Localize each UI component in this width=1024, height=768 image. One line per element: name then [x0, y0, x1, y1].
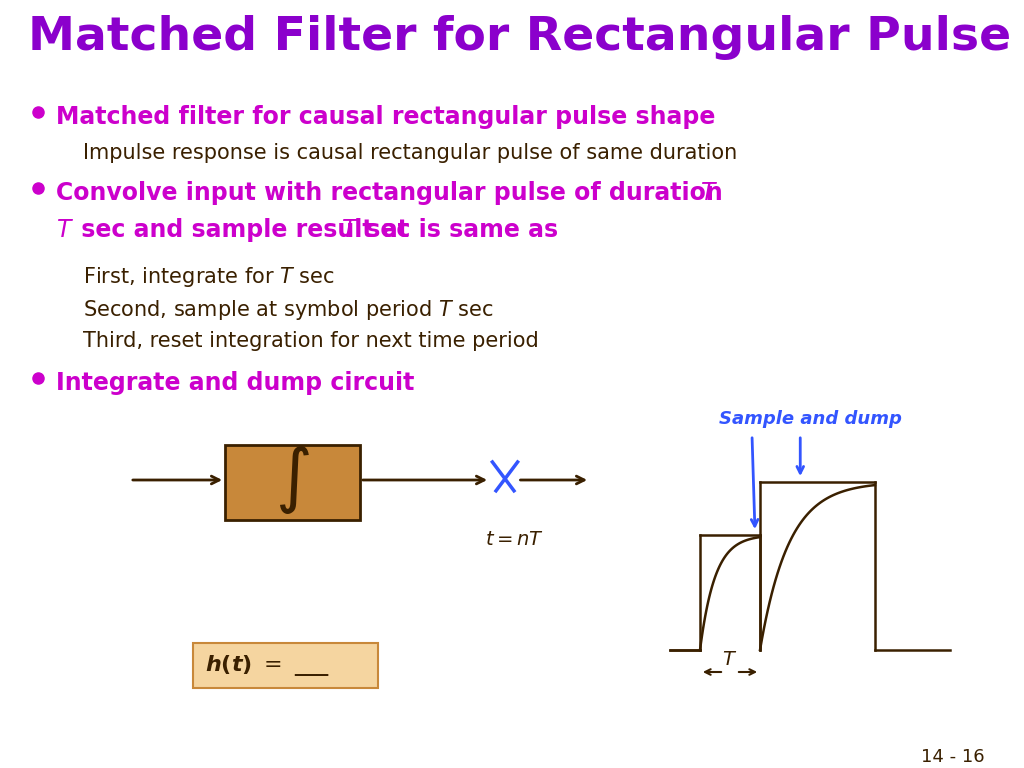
Text: $\boldsymbol{h}$$\boldsymbol{(t)}$ $=$ ___: $\boldsymbol{h}$$\boldsymbol{(t)}$ $=$ _… — [205, 653, 330, 678]
Text: Integrate and dump circuit: Integrate and dump circuit — [56, 371, 415, 395]
Text: sec and sample result at: sec and sample result at — [73, 218, 417, 242]
Text: 14 - 16: 14 - 16 — [922, 748, 985, 766]
Text: Sample and dump: Sample and dump — [719, 410, 901, 428]
Text: Matched Filter for Rectangular Pulse: Matched Filter for Rectangular Pulse — [28, 15, 1011, 60]
Text: Impulse response is causal rectangular pulse of same duration: Impulse response is causal rectangular p… — [83, 143, 737, 163]
Text: First, integrate for $T$ sec: First, integrate for $T$ sec — [83, 265, 335, 289]
Text: $T$: $T$ — [722, 650, 737, 669]
Text: Second, sample at symbol period $T$ sec: Second, sample at symbol period $T$ sec — [83, 298, 494, 322]
Bar — [193, 643, 378, 688]
Text: $t=nT$: $t=nT$ — [485, 530, 545, 549]
Text: $T$: $T$ — [56, 218, 74, 242]
Text: sec is same as: sec is same as — [358, 218, 558, 242]
Text: $T$: $T$ — [341, 218, 359, 242]
Text: Matched filter for causal rectangular pulse shape: Matched filter for causal rectangular pu… — [56, 105, 716, 129]
Text: $T$: $T$ — [700, 181, 718, 205]
Text: Third, reset integration for next time period: Third, reset integration for next time p… — [83, 331, 539, 351]
Text: $\int$: $\int$ — [275, 443, 310, 517]
Bar — [225, 445, 360, 520]
Text: Convolve input with rectangular pulse of duration: Convolve input with rectangular pulse of… — [56, 181, 723, 205]
